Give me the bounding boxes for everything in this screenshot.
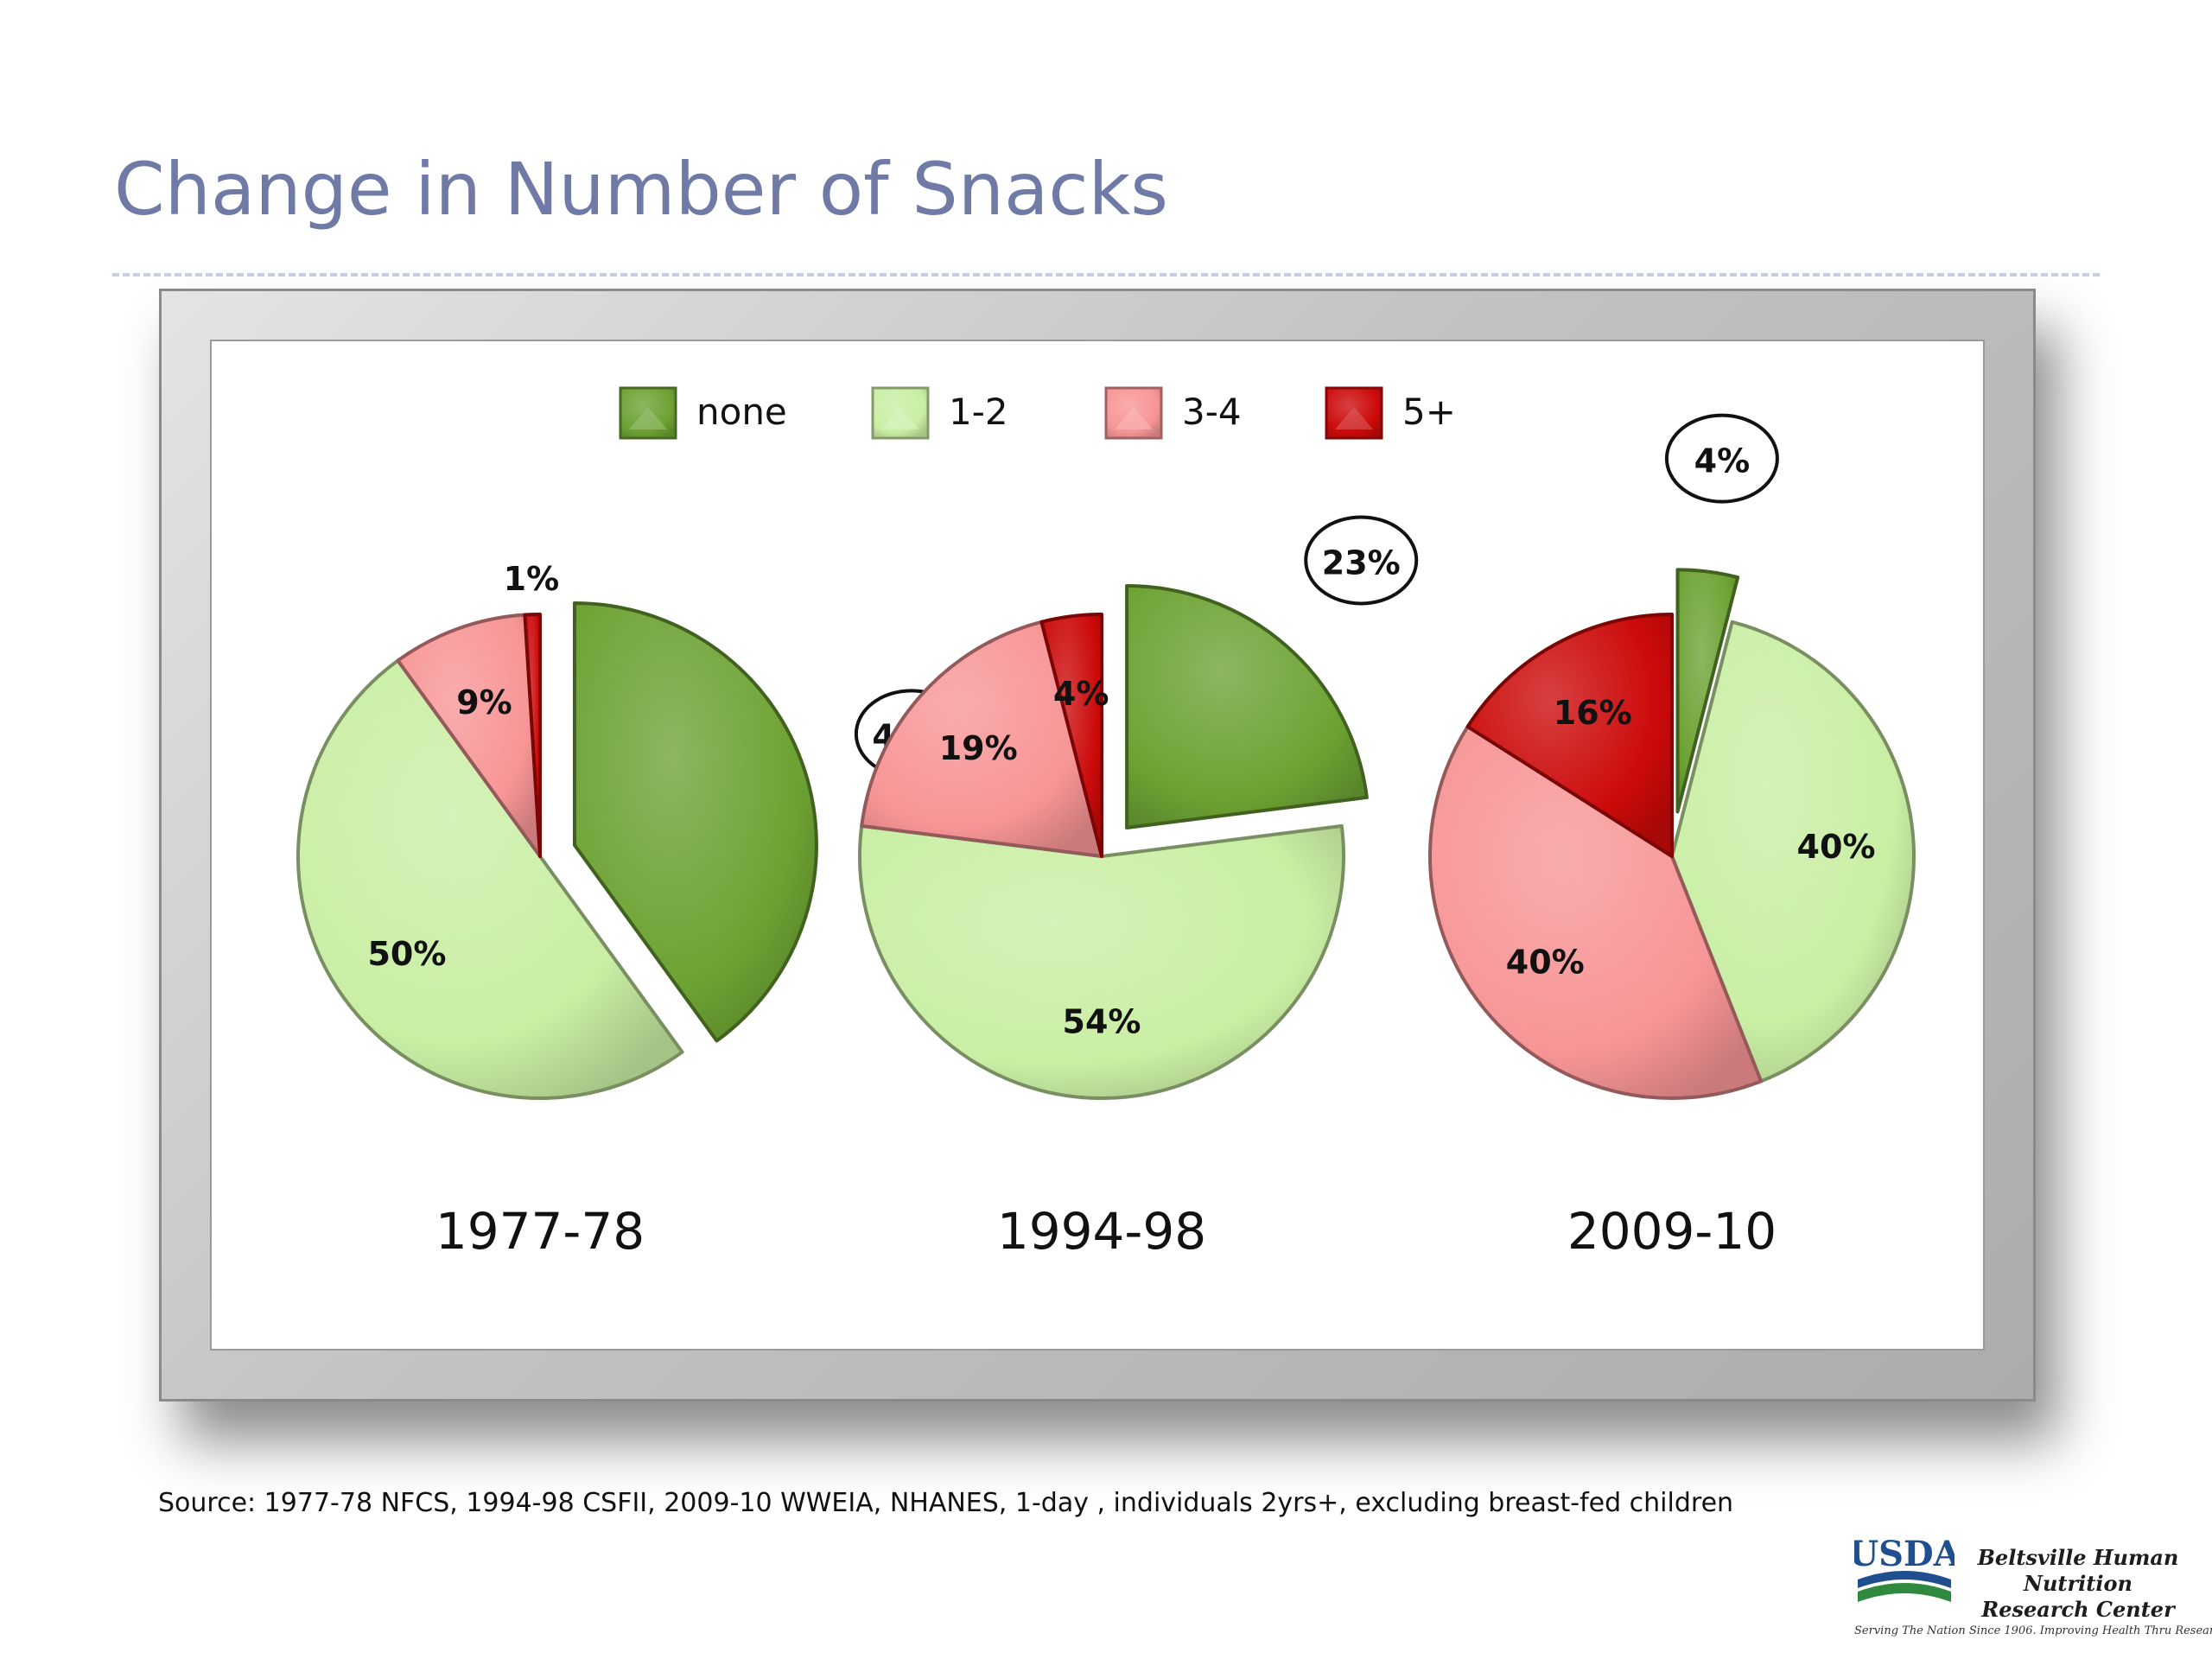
pie-slice-1977-78-5-plus [523, 613, 542, 858]
pie-slice-2009-10-none [1675, 568, 1740, 814]
pie-slice-2009-10-5-plus [1465, 613, 1674, 858]
pie-slice-1977-78-none [572, 601, 818, 1043]
title-divider [112, 273, 2100, 276]
data-label-1977-78-1-2: 50% [367, 935, 446, 973]
pie-1994-98: 23% 54% 19% 4% [858, 515, 1419, 1100]
usda-logo: USDA Beltsville Human Nutrition Research… [1854, 1528, 2212, 1649]
legend-label-1-2: 1-2 [949, 391, 1008, 433]
circled-label-ring [1304, 515, 1419, 606]
pie-slice-1994-98-1-2 [858, 823, 1345, 1100]
logo-name-line1: Beltsville Human Nutrition [1977, 1545, 2179, 1596]
legend-swatch-none [619, 386, 677, 440]
pie-period-label: 1977-78 [435, 1202, 645, 1261]
data-label-1977-78-3-4: 9% [456, 683, 512, 721]
slide-title: Change in Number of Snacks [114, 147, 1169, 232]
circled-label-ring [1664, 413, 1779, 504]
pie-slice-1994-98-5-plus [1039, 613, 1103, 858]
legend-swatch-highlight [1115, 407, 1153, 429]
data-label-1994-98-5-plus: 4% [1053, 675, 1109, 713]
data-label-2009-10-none: 4% [1694, 442, 1751, 480]
logo-name-line2: Research Center [1981, 1597, 2175, 1622]
pie-period-label: 2009-10 [1567, 1202, 1777, 1261]
pie-slice-1977-78-3-4 [396, 613, 542, 858]
data-label-2009-10-5-plus: 16% [1554, 694, 1632, 732]
data-label-2009-10-1-2: 40% [1797, 828, 1876, 866]
data-label-1994-98-1-2: 54% [1063, 1002, 1141, 1040]
legend-swatch-highlight [1335, 407, 1373, 429]
data-label-1994-98-none: 23% [1322, 543, 1401, 582]
logo-center-name: Beltsville Human Nutrition Research Cent… [1961, 1545, 2195, 1623]
usda-mark-text: USDA [1854, 1534, 1955, 1574]
data-label-1994-98-3-4: 19% [939, 729, 1018, 767]
data-label-1977-78-5-plus: 1% [504, 560, 560, 598]
pie-slice-2009-10-3-4 [1428, 724, 1764, 1100]
source-note: Source: 1977-78 NFCS, 1994-98 CSFII, 200… [158, 1488, 1734, 1518]
pie-slice-1994-98-none [1125, 583, 1369, 830]
logo-tagline: Serving The Nation Since 1906. Improving… [1854, 1624, 2212, 1637]
legend-swatch-highlight [629, 407, 667, 429]
pie-2009-10: 4% 40% 40% 16% [1428, 413, 1916, 1100]
pie-slice-1994-98-3-4 [860, 620, 1103, 858]
pie-period-label: 1994-98 [997, 1202, 1206, 1261]
legend-label-none: none [696, 391, 787, 433]
legend-swatch-highlight [881, 407, 919, 429]
pie-slice-1977-78-1-2 [296, 658, 684, 1100]
legend-label-5-plus: 5+ [1402, 391, 1456, 433]
legend-label-3-4: 3-4 [1182, 391, 1242, 433]
chart-legend: none 1-2 3-4 5+ [619, 386, 1456, 440]
pie-group: 40% 50% 9% 1% 1977-78 23% 54% 19% 4% 1994-98 4% 40%… [296, 413, 1916, 1261]
pie-slice-2009-10-1-2 [1670, 620, 1916, 1084]
usda-mark-icon: USDA [1854, 1534, 1955, 1602]
data-label-2009-10-3-4: 40% [1506, 943, 1585, 981]
